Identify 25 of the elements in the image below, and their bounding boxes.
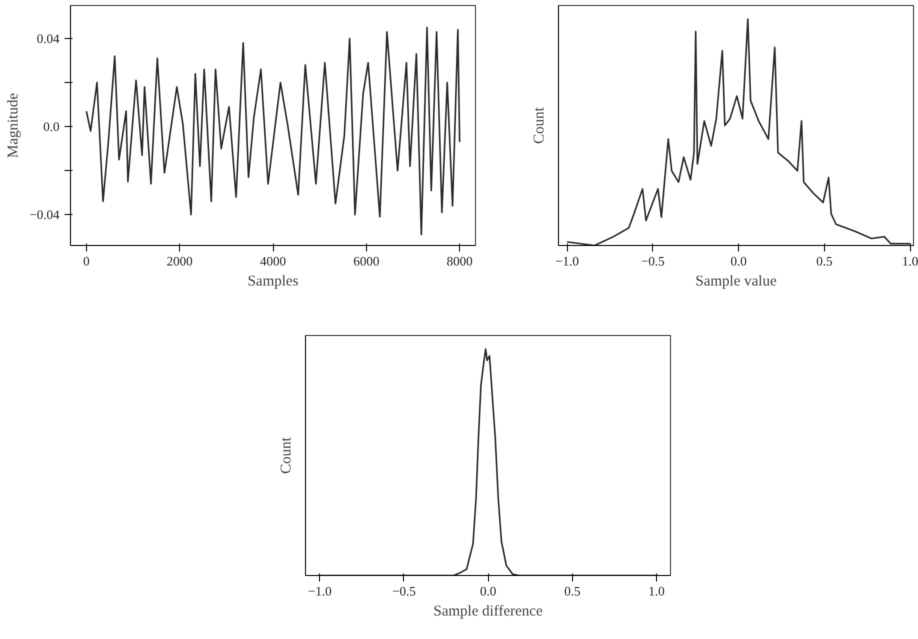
x-axis-title: Sample value xyxy=(695,274,777,290)
x-tick-label: 1.0 xyxy=(902,254,918,268)
x-tick-label: 0.0 xyxy=(480,584,496,598)
y-axis-title: Magnitude xyxy=(5,92,22,158)
x-tick-label: 0.5 xyxy=(564,584,580,598)
y-axis-title: Count xyxy=(278,436,294,474)
x-tick-label: 0.0 xyxy=(730,254,747,268)
x-tick-label: −1.0 xyxy=(308,584,332,598)
x-tick-label: 2000 xyxy=(166,254,193,268)
line-series xyxy=(86,26,460,236)
x-tick-label: 8000 xyxy=(446,254,473,268)
x-tick-label: −0.5 xyxy=(392,584,416,598)
x-tick-label: 0.5 xyxy=(816,254,832,268)
x-tick-label: 1.0 xyxy=(648,584,665,598)
x-tick-label: 0 xyxy=(83,254,90,268)
x-tick-label: 6000 xyxy=(353,254,380,268)
x-tick-label: −0.5 xyxy=(641,254,665,268)
x-tick-label: 4000 xyxy=(260,254,286,268)
y-tick-label: −0.04 xyxy=(29,207,60,222)
x-axis-title: Samples xyxy=(248,274,299,290)
y-axis-title: Count xyxy=(532,106,548,144)
y-tick-label: 0.04 xyxy=(36,31,60,46)
x-axis-title: Sample difference xyxy=(433,604,543,620)
y-tick-label: 0.0 xyxy=(43,119,60,134)
x-tick-label: −1.0 xyxy=(555,254,579,268)
